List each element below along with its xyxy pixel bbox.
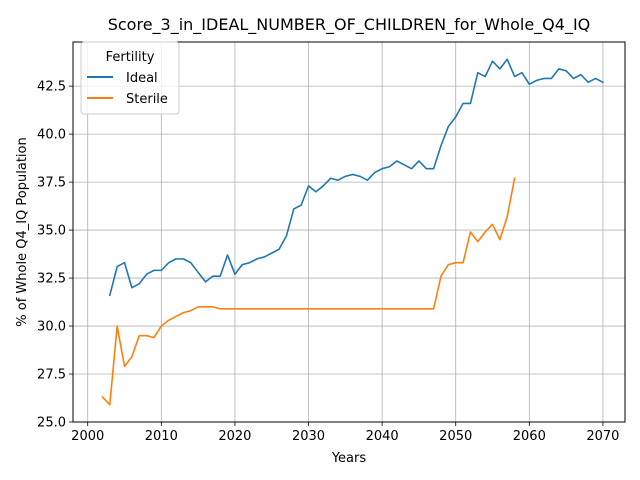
- chart-title: Score_3_in_IDEAL_NUMBER_OF_CHILDREN_for_…: [108, 15, 591, 35]
- x-tick-label: 2030: [292, 429, 325, 444]
- x-tick-label: 2000: [71, 429, 104, 444]
- x-tick-label: 2020: [218, 429, 251, 444]
- legend-label-sterile: Sterile: [126, 92, 168, 107]
- y-tick-label: 27.5: [37, 368, 66, 383]
- y-tick-label: 37.5: [37, 176, 66, 191]
- x-tick-label: 2050: [439, 429, 472, 444]
- y-tick-label: 35.0: [37, 224, 66, 239]
- legend-label-ideal: Ideal: [126, 71, 158, 86]
- x-tick-label: 2040: [366, 429, 399, 444]
- legend: Fertility Ideal Sterile: [80, 41, 180, 115]
- y-tick-label: 40.0: [37, 128, 66, 143]
- y-tick-label: 25.0: [37, 416, 66, 431]
- series-line-ideal: [108, 58, 604, 297]
- series-lines: [101, 58, 604, 406]
- x-axis-title: Years: [331, 451, 367, 466]
- y-axis-title: % of Whole Q4_IQ Population: [15, 137, 30, 326]
- legend-title: Fertility: [106, 50, 155, 65]
- series-line-sterile: [101, 177, 516, 406]
- y-tick-label: 30.0: [37, 320, 66, 335]
- x-tick-label: 2010: [145, 429, 178, 444]
- plot-area-frame: [72, 41, 626, 423]
- x-tick-label: 2060: [513, 429, 546, 444]
- legend-box: [80, 41, 180, 115]
- axis-ticks: 2000 2010 2020 2030 2040 2050 2060 2070 25.0 27.5…: [37, 80, 619, 444]
- y-tick-label: 42.5: [37, 80, 66, 95]
- y-tick-label: 32.5: [37, 272, 66, 287]
- x-tick-label: 2070: [586, 429, 619, 444]
